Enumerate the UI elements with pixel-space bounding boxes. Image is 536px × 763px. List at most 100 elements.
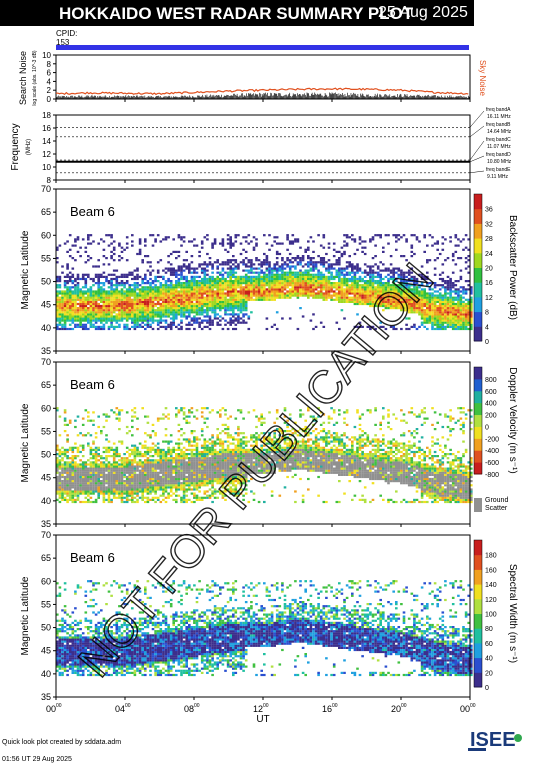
power-cell [89,234,93,237]
velocity-cell [68,469,72,472]
power-cell [426,244,429,247]
power-cell [312,288,315,291]
velocity-cell [125,490,129,493]
power-cell [250,288,253,291]
power-cell [384,298,388,301]
power-cell [84,280,88,283]
power-cell [141,280,144,283]
power-cell [133,269,137,272]
power-cell [395,234,398,237]
velocity-cell [61,469,64,472]
power-cell [216,290,219,293]
power-cell [226,271,230,274]
power-cell [423,292,426,295]
power-cell [206,298,209,301]
power-cell [206,292,209,295]
velocity-cell [68,457,72,460]
velocity-cell [97,477,100,481]
power-cell [451,271,455,274]
power-cell [185,290,188,293]
cpid-bar [56,45,469,50]
power-cell [100,309,103,312]
power-cell [151,302,155,306]
power-cell [446,313,450,316]
power-cell [193,286,196,289]
power-cell [420,298,424,301]
power-cell [330,282,333,285]
power-cell [219,307,222,310]
power-cell [232,304,235,308]
power-cell [200,246,204,249]
power-cell [296,327,300,331]
power-cell [133,292,137,295]
velocity-cell [118,453,121,456]
power-cell [431,288,434,291]
velocity-cell [79,486,82,489]
velocity-cell [120,496,124,499]
power-cell [110,309,113,312]
power-cell [369,286,372,289]
power-cell [185,309,188,312]
power-cell [198,300,201,303]
power-cell [459,313,463,316]
power-cell [224,280,227,283]
power-cell [275,271,279,274]
velocity-cell [74,463,77,466]
power-cell [438,325,442,328]
power-cell [141,302,144,306]
freq-band-leader [469,125,485,138]
power-cell [185,286,188,289]
power-cell [335,271,339,274]
power-cell [457,325,460,328]
power-cell [374,298,377,301]
power-cell [454,290,458,293]
velocity-cell [94,500,98,504]
power-cell [105,280,108,283]
power-cell [156,288,160,291]
power-cell [436,321,439,324]
power-cell [154,275,157,278]
power-cell [449,313,452,316]
power-cell [395,284,398,287]
power-cell [102,263,106,266]
power-cell [379,325,382,328]
power-cell [79,290,82,293]
velocity-cell [76,490,80,493]
velocity-cell [118,480,121,483]
power-cell [304,290,307,293]
power-cell [392,304,395,308]
power-cell [407,311,411,314]
power-cell [185,284,188,287]
power-cell [138,319,142,322]
power-cell [410,277,414,281]
power-cell [141,317,144,320]
velocity-cell [92,455,95,458]
power-cell [270,282,274,285]
power-cell [294,277,297,281]
power-cell [301,265,305,268]
power-cell [265,296,269,299]
power-cell [283,261,287,264]
velocity-cell [66,463,69,466]
power-cell [247,315,251,318]
power-cell [141,325,144,328]
power-cell [270,292,274,295]
power-cell [369,269,372,272]
power-cell [213,307,217,310]
power-cell [428,286,432,289]
power-cell [87,298,90,301]
power-cell [338,250,341,253]
power-cell [400,269,403,272]
power-cell [330,273,333,276]
power-cell [226,309,230,312]
power-cell [345,265,349,268]
power-cell [239,321,243,324]
power-cell [203,267,207,270]
power-cell [322,234,326,237]
power-cell [423,309,426,312]
power-cell [299,280,302,283]
power-cell [239,242,243,245]
power-cell [317,294,320,297]
power-cell [379,302,382,306]
power-cell [379,296,382,299]
